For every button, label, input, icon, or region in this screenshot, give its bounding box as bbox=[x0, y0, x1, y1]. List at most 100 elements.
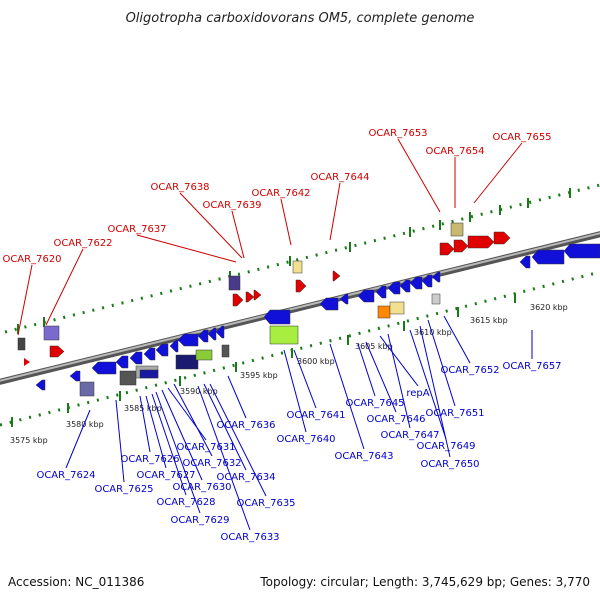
reverse-gene-glyph bbox=[129, 351, 143, 365]
reverse-gene-glyph bbox=[35, 379, 46, 391]
reverse-gene-label: OCAR_7635 bbox=[236, 498, 295, 509]
genome-backbone bbox=[0, 231, 600, 385]
reverse-gene-glyph bbox=[79, 381, 95, 397]
label-leader-line bbox=[419, 325, 451, 458]
label-leader-line bbox=[197, 385, 251, 531]
reverse-gene-label: OCAR_7627 bbox=[136, 470, 195, 481]
reverse-gene-glyph bbox=[115, 355, 129, 369]
map-title: Oligotropha carboxidovorans OM5, complet… bbox=[126, 11, 475, 26]
forward-gene-glyph bbox=[24, 358, 30, 366]
reverse-gene-glyph bbox=[431, 271, 441, 283]
label-leader-line bbox=[329, 182, 341, 241]
forward-gene-label: OCAR_7620 bbox=[2, 254, 61, 265]
forward-gene-glyph bbox=[467, 235, 495, 249]
scale-label: 3595 kbp bbox=[240, 371, 278, 380]
reverse-gene-label: OCAR_7625 bbox=[94, 484, 153, 495]
label-leader-line bbox=[280, 198, 292, 246]
topology-summary: Topology: circular; Length: 3,745,629 bp… bbox=[259, 575, 590, 589]
reverse-gene-label: OCAR_7636 bbox=[216, 420, 275, 431]
reverse-gene-label: OCAR_7626 bbox=[120, 454, 179, 465]
forward-gene-label: OCAR_7638 bbox=[150, 182, 209, 193]
scale-label: 3585 kbp bbox=[124, 404, 162, 413]
forward-gene-glyph bbox=[295, 279, 307, 293]
scale-track bbox=[0, 270, 600, 427]
label-leader-line bbox=[179, 192, 243, 259]
forward-gene-label: OCAR_7653 bbox=[368, 128, 427, 139]
forward-gene-glyph bbox=[450, 222, 464, 237]
reverse-gene-glyph bbox=[375, 285, 387, 299]
scale-label: 3610 kbp bbox=[414, 328, 452, 337]
reverse-gene-glyph bbox=[207, 327, 217, 341]
reverse-gene-glyph bbox=[195, 349, 213, 361]
reverse-gene-glyph bbox=[175, 354, 199, 370]
reverse-gene-glyph bbox=[91, 361, 117, 375]
gene-labels: OCAR_7620 OCAR_7622 OCAR_7637 OCAR_7638 OCAR… bbox=[2, 128, 561, 543]
label-leader-line bbox=[145, 395, 167, 469]
label-leader-line bbox=[397, 138, 441, 213]
label-leader-line bbox=[155, 391, 201, 514]
reverse-gene-glyph bbox=[519, 255, 531, 269]
reverse-gene-glyph bbox=[377, 305, 391, 319]
reverse-gene-label: OCAR_7649 bbox=[416, 441, 475, 452]
reverse-gene-label: OCAR_7640 bbox=[276, 434, 335, 445]
forward-gene-glyph bbox=[17, 337, 26, 351]
label-leaders bbox=[17, 138, 533, 531]
reverse-gene-glyph bbox=[139, 369, 159, 379]
label-leader-line bbox=[151, 393, 187, 496]
reverse-gene-label: OCAR_7647 bbox=[380, 430, 439, 441]
reverse-gene-glyph bbox=[263, 309, 291, 325]
reverse-gene-glyph bbox=[389, 301, 405, 315]
scale-label: 3580 kbp bbox=[66, 420, 104, 429]
label-leader-line bbox=[379, 335, 419, 387]
reverse-gene-glyph bbox=[421, 274, 433, 288]
label-leader-line bbox=[65, 409, 91, 469]
reverse-gene-label: repA bbox=[406, 388, 429, 399]
reverse-gene-label: OCAR_7645 bbox=[345, 398, 404, 409]
label-leader-line bbox=[231, 210, 245, 259]
scale-ticks: 3595 kbp 3600 kbp 3605 kbp 3610 kbp 3615 kbp… bbox=[10, 188, 571, 445]
label-leader-line bbox=[45, 248, 84, 326]
reverse-gene-glyph bbox=[399, 279, 411, 293]
reverse-gene-glyph bbox=[339, 293, 349, 305]
label-leader-line bbox=[209, 383, 267, 497]
forward-gene-glyph bbox=[253, 289, 262, 301]
reverse-gene-glyph bbox=[69, 370, 81, 382]
label-leader-line bbox=[17, 264, 33, 336]
reverse-gene-glyph bbox=[387, 281, 401, 295]
scale-label: 3575 kbp bbox=[10, 436, 48, 445]
scale-label: 3620 kbp bbox=[530, 303, 568, 312]
label-leader-line bbox=[227, 375, 247, 419]
label-leader-line bbox=[293, 349, 317, 409]
forward-gene-glyph bbox=[292, 260, 303, 274]
forward-gene-glyph bbox=[439, 242, 455, 256]
reverse-gene-glyph bbox=[409, 276, 423, 290]
reverse-gene-label: OCAR_7646 bbox=[366, 414, 425, 425]
forward-gene-glyph bbox=[232, 293, 244, 307]
reverse-gene-label: OCAR_7651 bbox=[425, 408, 484, 419]
label-leader-line bbox=[139, 395, 151, 453]
reverse-gene-glyph bbox=[431, 293, 441, 305]
label-leader-line bbox=[173, 383, 213, 457]
scale-label: 3615 kbp bbox=[470, 316, 508, 325]
reverse-gene-label: OCAR_7624 bbox=[36, 470, 95, 481]
label-leader-line bbox=[329, 343, 365, 450]
reverse-gene-label: OCAR_7632 bbox=[182, 458, 241, 469]
label-leader-line bbox=[357, 343, 376, 397]
label-leader-line bbox=[161, 389, 203, 481]
reverse-gene-glyph bbox=[531, 249, 565, 265]
reverse-gene-glyph bbox=[563, 243, 600, 259]
reverse-gene-glyph bbox=[215, 325, 225, 339]
forward-gene-glyph bbox=[332, 270, 341, 282]
reverse-gene-glyph bbox=[269, 325, 299, 345]
label-leader-line bbox=[473, 142, 523, 204]
reverse-gene-glyph bbox=[357, 289, 375, 303]
scale-label: 3590 kbp bbox=[180, 387, 218, 396]
label-leader-line bbox=[443, 315, 471, 364]
reverse-gene-label: OCAR_7630 bbox=[172, 482, 231, 493]
forward-gene-glyph bbox=[245, 291, 255, 303]
forward-gene-label: OCAR_7622 bbox=[53, 238, 112, 249]
reverse-gene-label: OCAR_7634 bbox=[216, 472, 275, 483]
forward-gene-label: OCAR_7644 bbox=[310, 172, 369, 183]
